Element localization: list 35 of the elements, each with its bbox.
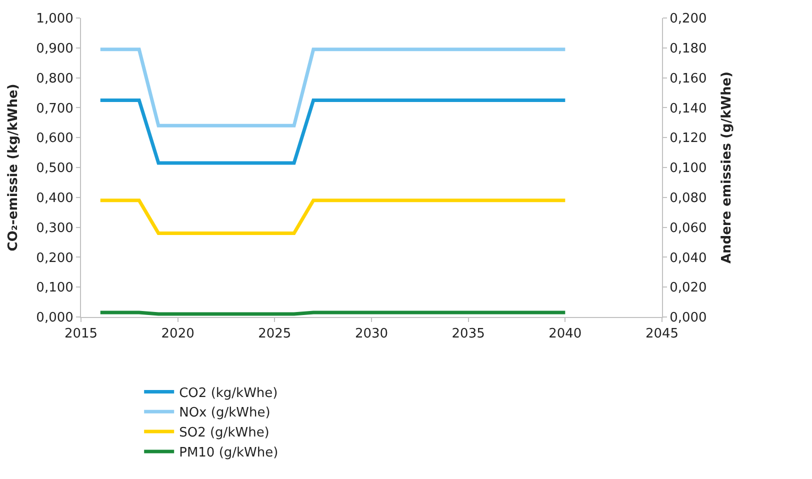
legend-label: CO2 (kg/kWhe) [179,386,278,401]
y-tick-label: 0,600 [36,131,74,146]
legend-label: SO2 (g/kWhe) [179,426,270,441]
x-tick-label: 2020 [161,326,194,342]
y2-tick-label: 0,180 [670,41,707,56]
y-tick-label: 0,500 [36,161,74,176]
y2-tick-label: 0,000 [670,310,707,326]
y2-tick-label: 0,080 [670,190,707,206]
y-tick-label: 0,400 [36,190,74,206]
legend-label: NOx (g/kWhe) [179,406,270,421]
y-tick-label: 0,100 [36,280,74,296]
y2-tick-label: 0,160 [670,71,707,86]
y-tick-label: 1,000 [36,12,74,27]
x-tick-label: 2040 [548,326,582,342]
x-tick-label: 2045 [645,326,679,342]
y-tick-label: 0,800 [36,71,74,86]
y2-tick-label: 0,020 [670,280,707,296]
y2-tick-label: 0,120 [670,131,707,146]
y-tick-label: 0,900 [36,41,74,56]
x-tick-label: 2025 [258,326,292,342]
y2-tick-label: 0,040 [670,250,707,266]
x-tick-label: 2030 [354,326,388,342]
y-axis-title: CO₂-emissie (kg/kWhe) [6,84,22,252]
y2-tick-label: 0,200 [670,12,707,27]
x-tick-label: 2035 [452,326,485,342]
y2-tick-label: 0,140 [670,101,707,116]
legend-label: PM10 (g/kWhe) [179,446,278,461]
y-tick-label: 0,200 [36,250,74,266]
y2-tick-label: 0,060 [670,220,707,236]
y-tick-label: 0,000 [36,310,74,326]
y-tick-label: 0,300 [36,220,74,236]
x-tick-label: 2015 [64,326,98,342]
y2-axis-title: Andere emissies (g/kWhe) [719,71,734,264]
y-tick-label: 0,700 [36,101,74,116]
y2-tick-label: 0,100 [670,161,707,176]
